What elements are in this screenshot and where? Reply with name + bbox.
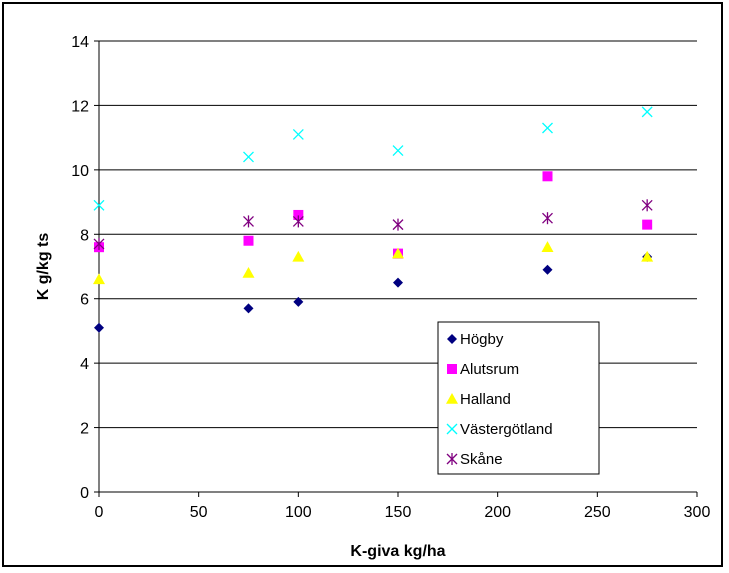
y-tick-label: 12: [71, 98, 89, 115]
legend-marker-0: [447, 334, 457, 344]
data-point-2-1: [242, 266, 255, 278]
legend-label-3: Västergötland: [460, 421, 553, 438]
legend-label-1: Alutsrum: [460, 361, 519, 378]
legend-marker-4: [446, 453, 458, 465]
x-tick-label: 0: [95, 504, 104, 521]
data-point-0-0: [94, 322, 104, 333]
data-point-1-1: [243, 235, 254, 246]
data-point-0-1: [243, 303, 254, 314]
legend: Högby Alutsrum Halland Västergötland Skåne: [437, 321, 600, 475]
legend-marker-2: [446, 393, 458, 404]
data-point-3-3: [392, 145, 404, 156]
data-point-1-2: [293, 209, 304, 220]
data-point-1-5: [642, 219, 653, 230]
x-tick-label: 250: [584, 504, 611, 521]
y-tick-label: 2: [80, 421, 89, 438]
x-tick-label: 200: [484, 504, 511, 521]
y-tick-label: 4: [80, 356, 89, 373]
grid-lines: [99, 40, 697, 429]
data-point-2-0: [93, 273, 105, 285]
legend-marker-3: [446, 423, 458, 435]
data-point-4-1: [243, 215, 254, 228]
x-tick-label: 50: [190, 504, 208, 521]
data-point-3-5: [641, 106, 653, 118]
legend-label-0: Högby: [460, 331, 504, 348]
legend-box: [437, 321, 600, 475]
axes: [94, 40, 698, 497]
y-tick-label: 8: [80, 227, 89, 244]
y-tick-label: 14: [71, 34, 89, 51]
x-tick-label: 300: [684, 504, 711, 521]
data-point-2-3: [392, 247, 404, 259]
data-point-2-5: [641, 250, 654, 262]
data-point-3-0: [93, 199, 105, 211]
data-point-0-3: [393, 277, 403, 288]
data-point-0-2: [293, 296, 304, 307]
data-point-2-2: [292, 250, 305, 262]
y-tick-label: 10: [71, 163, 89, 180]
data-point-3-2: [292, 128, 304, 140]
tick-labels: 0 2 4 6 8 10 12 14 0 50 100 150 200 250 300: [71, 34, 710, 521]
data-point-3-1: [243, 151, 254, 163]
data-point-4-0: [93, 237, 105, 250]
data-point-0-4: [542, 264, 553, 275]
data-point-4-4: [542, 212, 553, 225]
data-point-3-4: [542, 122, 553, 134]
x-tick-label: 100: [285, 504, 312, 521]
legend-label-4: Skåne: [460, 451, 503, 468]
legend-marker-1: [447, 364, 457, 374]
data-points: [93, 106, 654, 333]
data-point-4-2: [292, 215, 304, 228]
y-tick-label: 0: [80, 485, 89, 502]
data-point-4-5: [641, 199, 653, 212]
data-point-2-4: [541, 241, 554, 252]
y-axis-title: K g/kg ts: [35, 233, 52, 301]
legend-label-2: Halland: [460, 391, 511, 408]
y-tick-label: 6: [80, 292, 89, 309]
data-point-4-3: [392, 218, 404, 231]
data-point-1-4: [542, 171, 553, 182]
chart-frame: [2, 2, 723, 567]
x-tick-label: 150: [385, 504, 412, 521]
x-axis-title: K-giva kg/ha: [350, 543, 445, 560]
